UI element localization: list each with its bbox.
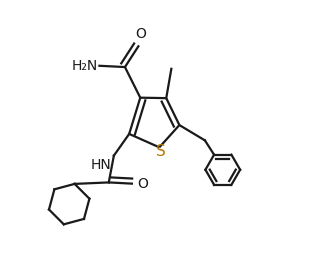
Text: O: O bbox=[138, 177, 149, 191]
Text: O: O bbox=[135, 27, 146, 41]
Text: HN: HN bbox=[91, 158, 111, 172]
Text: H₂N: H₂N bbox=[72, 59, 98, 73]
Text: S: S bbox=[157, 144, 166, 159]
